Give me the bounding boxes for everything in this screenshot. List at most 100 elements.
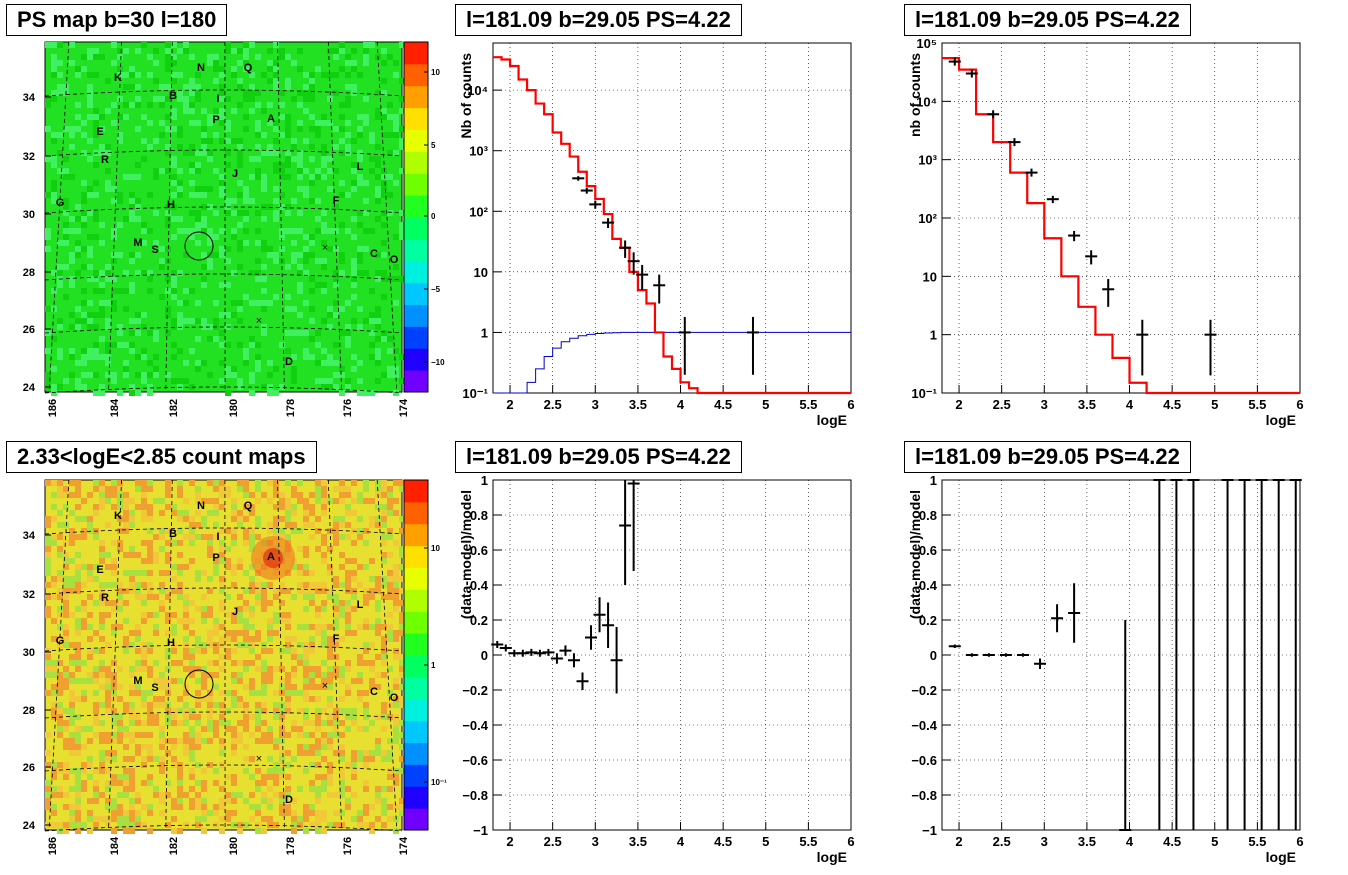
- map-pixel: [393, 726, 399, 732]
- map-x-tick: 180: [228, 399, 240, 417]
- map-pixel: [75, 324, 81, 330]
- map-pixel: [285, 636, 291, 642]
- map-pixel: [387, 348, 393, 354]
- map-pixel: [201, 534, 207, 540]
- map-pixel: [129, 210, 135, 216]
- map-pixel: [57, 702, 63, 708]
- map-pixel: [285, 264, 291, 270]
- map-pixel: [255, 144, 261, 150]
- map-pixel: [201, 666, 207, 672]
- map-pixel: [375, 336, 381, 342]
- map-pixel: [81, 372, 87, 378]
- source-label-f: F: [333, 195, 340, 207]
- map-pixel: [135, 204, 141, 210]
- map-pixel: [333, 204, 339, 210]
- map-pixel: [363, 660, 369, 666]
- map-pixel: [57, 828, 63, 834]
- map-pixel: [231, 528, 237, 534]
- map-pixel: [135, 486, 141, 492]
- map-pixel: [171, 324, 177, 330]
- map-pixel: [213, 558, 219, 564]
- map-pixel: [357, 306, 363, 312]
- map-pixel: [243, 588, 249, 594]
- map-pixel: [327, 120, 333, 126]
- map-pixel: [147, 780, 153, 786]
- map-pixel: [117, 720, 123, 726]
- map-pixel: [273, 504, 279, 510]
- map-pixel: [81, 210, 87, 216]
- map-pixel: [273, 738, 279, 744]
- map-pixel: [51, 54, 57, 60]
- map-pixel: [165, 48, 171, 54]
- map-pixel: [183, 738, 189, 744]
- map-pixel: [255, 228, 261, 234]
- map-pixel: [57, 672, 63, 678]
- map-pixel: [57, 792, 63, 798]
- map-pixel: [63, 738, 69, 744]
- map-pixel: [297, 228, 303, 234]
- map-pixel: [75, 516, 81, 522]
- map-pixel: [51, 162, 57, 168]
- map-pixel: [153, 702, 159, 708]
- map-pixel: [291, 144, 297, 150]
- map-pixel: [393, 606, 399, 612]
- palette-cell: [404, 545, 428, 568]
- map-pixel: [117, 774, 123, 780]
- palette-cell: [404, 567, 428, 590]
- map-pixel: [189, 768, 195, 774]
- source-label-o: O: [390, 254, 399, 266]
- x-tick-label: 5: [1211, 834, 1218, 849]
- map-pixel: [63, 630, 69, 636]
- map-pixel: [123, 342, 129, 348]
- map-pixel: [369, 228, 375, 234]
- map-pixel: [285, 150, 291, 156]
- map-x-tick: 186: [47, 837, 59, 855]
- map-pixel: [285, 774, 291, 780]
- source-label-g: G: [56, 197, 65, 209]
- map-pixel: [153, 660, 159, 666]
- map-pixel: [171, 714, 177, 720]
- map-pixel: [237, 480, 243, 486]
- map-pixel: [375, 738, 381, 744]
- map-pixel: [333, 666, 339, 672]
- map-pixel: [321, 492, 327, 498]
- map-pixel: [105, 360, 111, 366]
- map-pixel: [309, 624, 315, 630]
- map-pixel: [207, 480, 213, 486]
- map-pixel: [207, 324, 213, 330]
- map-pixel: [75, 774, 81, 780]
- map-pixel: [231, 738, 237, 744]
- map-pixel: [267, 798, 273, 804]
- map-pixel: [255, 630, 261, 636]
- map-pixel: [363, 564, 369, 570]
- map-pixel: [213, 684, 219, 690]
- map-pixel: [249, 72, 255, 78]
- map-pixel: [291, 366, 297, 372]
- y-tick-label: 0.4: [919, 578, 938, 593]
- map-pixel: [303, 252, 309, 258]
- map-pixel: [381, 114, 387, 120]
- map-pixel: [219, 738, 225, 744]
- map-pixel: [159, 726, 165, 732]
- x-tick-label: 4.5: [1163, 834, 1181, 849]
- y-tick-label: 1: [481, 473, 488, 488]
- map-pixel: [375, 174, 381, 180]
- map-pixel: [51, 480, 57, 486]
- map-pixel: [243, 42, 249, 48]
- map-pixel: [147, 648, 153, 654]
- map-pixel: [303, 816, 309, 822]
- map-pixel: [99, 222, 105, 228]
- map-x-tick: 178: [285, 837, 297, 855]
- map-pixel: [255, 636, 261, 642]
- map-pixel: [141, 660, 147, 666]
- map-pixel: [339, 372, 345, 378]
- map-pixel: [201, 126, 207, 132]
- map-pixel: [99, 288, 105, 294]
- map-pixel: [297, 174, 303, 180]
- map-pixel: [249, 198, 255, 204]
- map-pixel: [141, 612, 147, 618]
- map-pixel: [51, 804, 57, 810]
- map-pixel: [195, 96, 201, 102]
- source-label-o: O: [390, 692, 399, 704]
- y-tick-label: 10⁻¹: [911, 386, 937, 401]
